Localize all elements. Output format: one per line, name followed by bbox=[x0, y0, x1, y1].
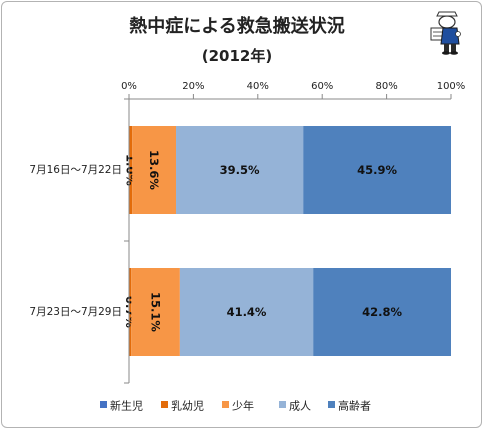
data-label: 13.6% bbox=[147, 150, 161, 190]
data-label: 15.1% bbox=[149, 292, 163, 332]
x-tick-label: 40% bbox=[247, 81, 269, 92]
category-label: 7月23日～7月29日 bbox=[29, 306, 122, 318]
x-tick-label: 0% bbox=[121, 81, 137, 92]
bar-segment bbox=[176, 126, 304, 214]
legend-label: 乳幼児 bbox=[171, 400, 204, 413]
chart-title: 熱中症による救急搬送状況 bbox=[129, 15, 344, 37]
data-label: 45.9% bbox=[357, 163, 397, 177]
newspaper-reader-mascot-icon bbox=[430, 11, 461, 55]
legend-label: 少年 bbox=[232, 399, 254, 413]
category-label: 7月16日～7月22日 bbox=[29, 164, 122, 176]
bar-segment bbox=[179, 268, 314, 356]
legend-swatch bbox=[328, 401, 335, 408]
data-label: 42.8% bbox=[362, 305, 402, 319]
legend-swatch bbox=[161, 401, 168, 408]
legend-label: 成人 bbox=[289, 400, 311, 413]
x-tick-label: 20% bbox=[182, 81, 204, 92]
chart-subtitle: (2012年) bbox=[202, 47, 272, 65]
data-label: 41.4% bbox=[227, 305, 267, 319]
bar-segment bbox=[303, 126, 451, 214]
x-tick-label: 80% bbox=[375, 81, 397, 92]
x-tick-label: 60% bbox=[311, 81, 333, 92]
bar-segment bbox=[129, 126, 133, 214]
bar-segment bbox=[129, 268, 132, 356]
bar-segment bbox=[132, 126, 177, 214]
bar-segment bbox=[131, 268, 180, 356]
bar-segment bbox=[313, 268, 451, 356]
legend-label: 高齢者 bbox=[338, 399, 371, 413]
x-tick-label: 100% bbox=[437, 81, 466, 92]
data-label: 39.5% bbox=[220, 163, 260, 177]
legend-swatch bbox=[100, 401, 107, 408]
legend-label: 新生児 bbox=[110, 399, 143, 413]
legend-swatch bbox=[222, 401, 229, 408]
legend-swatch bbox=[279, 401, 286, 408]
